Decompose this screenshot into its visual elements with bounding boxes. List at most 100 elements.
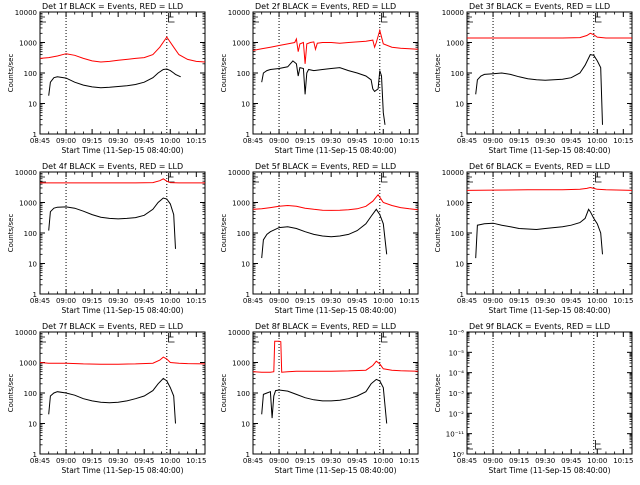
interval-marker	[466, 440, 473, 450]
interval-marker	[39, 173, 46, 183]
x-tick-label: 08:45	[457, 297, 477, 305]
x-tick-label: 10:00	[160, 457, 180, 465]
x-tick-label: 08:45	[30, 457, 50, 465]
y-axis-label: Counts/sec	[7, 214, 15, 253]
x-tick-label: 08:45	[457, 137, 477, 145]
y-tick-label: 1	[246, 291, 250, 299]
y-tick-label: 1000	[232, 40, 250, 48]
y-tick-label: 1	[33, 291, 37, 299]
panel-3: Det 3f BLACK = Events, RED = LLD 1 10 100 10…	[434, 2, 633, 155]
y-tick-label: 10	[455, 101, 464, 109]
y-tick-label: 1	[246, 131, 250, 139]
x-tick-label: 09:30	[321, 457, 341, 465]
plot-frame	[39, 11, 206, 135]
x-tick-label: 08:45	[30, 137, 50, 145]
x-tick-label: 10:15	[186, 457, 206, 465]
plot-frame	[252, 331, 419, 455]
x-tick-label: 10:00	[373, 457, 393, 465]
x-tick-label: 10:15	[399, 297, 419, 305]
y-tick-label: 1000	[19, 360, 37, 368]
y-tick-label: 10⁰	[452, 451, 464, 459]
y-tick-label: 1000	[446, 200, 464, 208]
y-tick-label: 1000	[446, 40, 464, 48]
y-tick-label: 1000	[19, 40, 37, 48]
x-tick-label: 09:30	[535, 137, 555, 145]
x-axis-label: Start Time (11-Sep-15 08:40:00)	[275, 146, 397, 155]
interval-marker	[252, 333, 259, 343]
interval-marker	[168, 13, 175, 23]
interval-marker	[39, 13, 46, 23]
x-tick-label: 09:15	[509, 297, 529, 305]
x-tick-label: 10:00	[160, 137, 180, 145]
x-tick-label: 09:00	[56, 297, 76, 305]
lld-series-line	[40, 178, 205, 184]
panel-title: Det 9f BLACK = Events, RED = LLD	[469, 322, 610, 331]
y-tick-label: 10000	[15, 169, 37, 177]
panel-title: Det 1f BLACK = Events, RED = LLD	[42, 2, 183, 11]
y-axis-label: Counts/sec	[220, 214, 228, 253]
y-tick-label: 10	[455, 261, 464, 269]
x-tick-label: 09:00	[56, 457, 76, 465]
y-tick-label: 10⁻⁶	[449, 329, 465, 337]
x-tick-label: 08:45	[243, 457, 263, 465]
y-tick-label: 1000	[232, 360, 250, 368]
interval-marker	[381, 173, 388, 183]
x-tick-label: 09:30	[108, 457, 128, 465]
x-tick-label: 10:15	[613, 457, 633, 465]
panel-title: Det 5f BLACK = Events, RED = LLD	[255, 162, 396, 171]
x-axis-label: Start Time (11-Sep-15 08:40:00)	[62, 146, 184, 155]
panel-title: Det 2f BLACK = Events, RED = LLD	[255, 2, 396, 11]
x-tick-label: 10:00	[587, 137, 607, 145]
events-series-line	[261, 378, 388, 424]
y-tick-label: 10⁻⁵	[449, 349, 465, 357]
x-tick-label: 08:45	[30, 297, 50, 305]
y-tick-label: 10000	[15, 9, 37, 17]
x-tick-label: 10:15	[399, 137, 419, 145]
events-series-line	[261, 208, 388, 259]
y-tick-label: 10⁻³	[449, 390, 465, 398]
x-tick-label: 09:45	[347, 137, 367, 145]
x-axis-label: Start Time (11-Sep-15 08:40:00)	[275, 466, 397, 475]
x-tick-label: 09:00	[483, 297, 503, 305]
x-tick-label: 09:00	[269, 457, 289, 465]
panel-title: Det 7f BLACK = Events, RED = LLD	[42, 322, 183, 331]
interval-marker	[168, 333, 175, 343]
y-tick-label: 10000	[228, 329, 250, 337]
interval-marker	[39, 333, 46, 343]
events-series-line	[48, 68, 181, 96]
panel-title: Det 4f BLACK = Events, RED = LLD	[42, 162, 183, 171]
x-tick-label: 10:00	[587, 297, 607, 305]
x-tick-label: 09:45	[134, 137, 154, 145]
y-tick-label: 10	[241, 261, 250, 269]
x-tick-label: 10:15	[186, 137, 206, 145]
x-tick-label: 10:00	[373, 137, 393, 145]
y-axis-label: Counts/sec	[434, 374, 442, 413]
y-tick-label: 10⁻¹¹	[446, 431, 464, 439]
y-tick-label: 10	[28, 101, 37, 109]
y-axis-label: Counts/sec	[434, 54, 442, 93]
panel-title: Det 8f BLACK = Events, RED = LLD	[255, 322, 396, 331]
x-axis-label: Start Time (11-Sep-15 08:40:00)	[489, 146, 611, 155]
x-tick-label: 08:45	[457, 457, 477, 465]
panel-7: Det 7f BLACK = Events, RED = LLD 1 10 100 10…	[7, 322, 206, 475]
x-tick-label: 10:15	[613, 137, 633, 145]
x-tick-label: 09:15	[295, 297, 315, 305]
y-tick-label: 100	[237, 230, 250, 238]
x-tick-label: 09:45	[347, 457, 367, 465]
panel-6: Det 6f BLACK = Events, RED = LLD 1 10 100 10…	[434, 162, 633, 315]
x-tick-label: 09:00	[269, 137, 289, 145]
plot-frame	[252, 11, 419, 135]
y-axis-label: Counts/sec	[220, 374, 228, 413]
y-tick-label: 10	[28, 421, 37, 429]
y-tick-label: 10000	[442, 169, 464, 177]
lld-series-line	[467, 32, 632, 39]
x-tick-label: 09:00	[483, 137, 503, 145]
interval-marker	[381, 13, 388, 23]
y-tick-label: 10	[241, 421, 250, 429]
x-tick-label: 10:15	[186, 297, 206, 305]
interval-marker	[381, 333, 388, 343]
y-tick-label: 100	[24, 70, 37, 78]
y-tick-label: 10000	[228, 169, 250, 177]
x-tick-label: 09:15	[82, 297, 102, 305]
